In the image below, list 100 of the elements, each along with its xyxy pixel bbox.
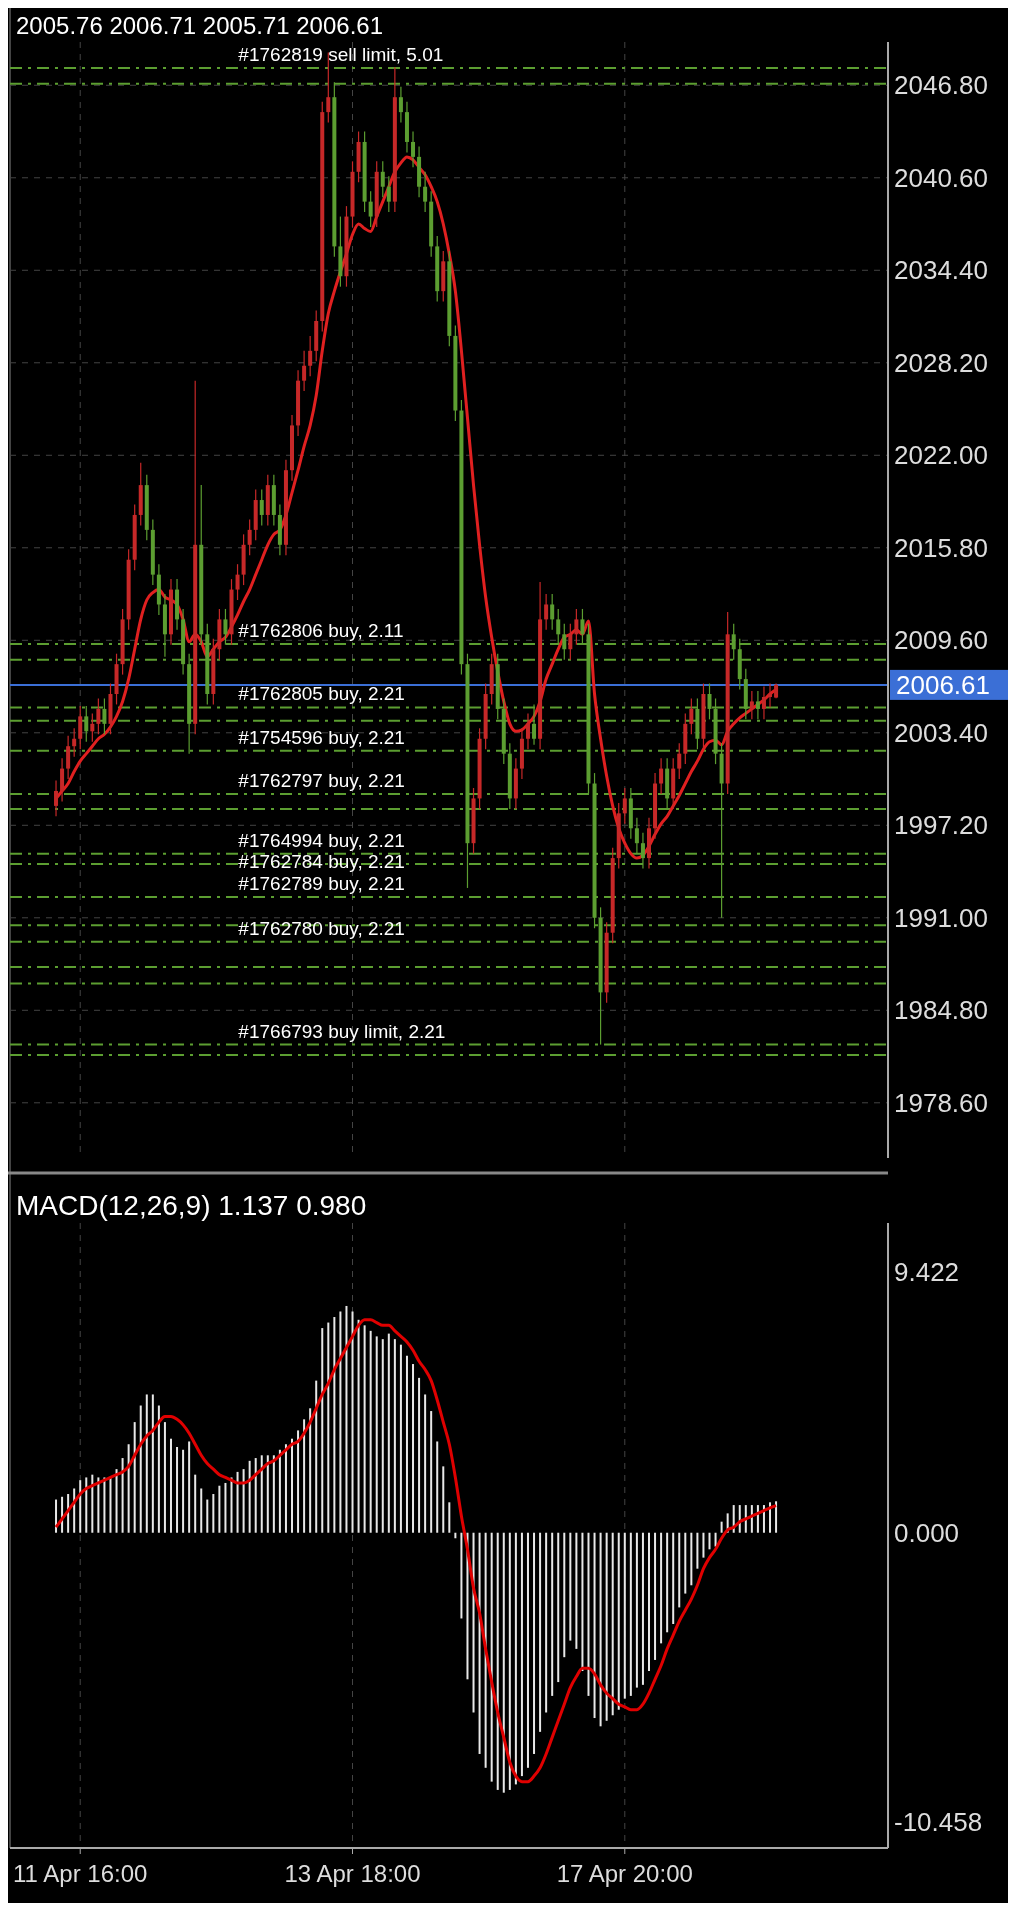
bar — [248, 1460, 251, 1533]
y-tick-label: -10.458 — [894, 1806, 983, 1837]
y-tick-label: 1984.80 — [894, 995, 988, 1026]
bar — [436, 1441, 439, 1533]
line-series — [54, 1318, 778, 1784]
bar — [702, 1532, 705, 1558]
chart-title: 2005.76 2006.71 2005.71 2006.61 — [16, 12, 384, 39]
bar — [478, 1532, 481, 1754]
candlestick — [326, 51, 331, 124]
ref-line-label: #1764994 buy, 2.21 — [238, 829, 405, 851]
bar — [490, 1532, 493, 1782]
y-tick-label: 2009.60 — [894, 625, 988, 656]
candlestick — [66, 735, 71, 780]
bar — [454, 1532, 457, 1539]
candlestick — [768, 682, 773, 709]
candlestick — [54, 779, 59, 817]
x-tick-label: 17 Apr 20:00 — [556, 1860, 693, 1887]
bar — [551, 1532, 554, 1696]
bar — [127, 1444, 130, 1533]
bar — [297, 1430, 300, 1533]
bar — [496, 1532, 499, 1790]
bar — [91, 1474, 94, 1533]
bar — [272, 1455, 275, 1533]
bar — [678, 1532, 681, 1608]
bar — [575, 1532, 578, 1649]
candlestick — [235, 563, 240, 601]
bar — [520, 1532, 523, 1777]
bar — [212, 1494, 215, 1533]
bar — [206, 1499, 209, 1533]
bar — [405, 1355, 408, 1533]
bar — [315, 1380, 318, 1533]
bar — [278, 1449, 281, 1533]
bar — [412, 1364, 415, 1533]
bar — [557, 1532, 560, 1683]
bar — [581, 1532, 584, 1671]
ref-line-label: #1762806 buy, 2.11 — [238, 620, 404, 642]
bar — [109, 1477, 112, 1533]
bar — [176, 1447, 179, 1533]
bar — [375, 1336, 378, 1533]
bar — [684, 1532, 687, 1594]
bar — [514, 1532, 517, 1785]
bar — [720, 1521, 723, 1533]
bar — [533, 1532, 536, 1754]
bar — [369, 1330, 372, 1533]
bar — [545, 1532, 548, 1713]
x-tick-label: 11 Apr 16:00 — [13, 1860, 148, 1887]
ref-line-label: 2006.61 — [896, 669, 990, 700]
bar — [635, 1532, 638, 1688]
candlestick — [398, 86, 403, 124]
bar — [381, 1339, 384, 1533]
candlestick — [368, 190, 373, 228]
y-tick-label: 1991.00 — [894, 902, 988, 933]
bar — [654, 1532, 657, 1660]
bar — [169, 1438, 172, 1533]
y-tick-label: 0.000 — [894, 1517, 960, 1548]
bar — [188, 1441, 191, 1533]
candlestick — [544, 593, 549, 631]
candlestick — [622, 787, 627, 825]
bar — [157, 1405, 160, 1533]
candlestick — [259, 488, 264, 526]
bar — [472, 1532, 475, 1713]
bar — [151, 1394, 154, 1533]
bar — [327, 1322, 330, 1533]
ref-line-label: #1762780 buy, 2.21 — [238, 917, 405, 939]
y-tick-label: 2034.40 — [894, 255, 988, 286]
bar — [587, 1532, 590, 1696]
bar — [163, 1422, 166, 1533]
bar — [260, 1455, 263, 1533]
bar — [418, 1377, 421, 1533]
bar — [387, 1333, 390, 1533]
bar — [442, 1466, 445, 1533]
candlestick — [659, 757, 664, 795]
bar — [97, 1477, 100, 1533]
bar — [55, 1499, 58, 1533]
bar — [351, 1311, 354, 1533]
y-tick-label: 2040.60 — [894, 162, 988, 193]
bar — [85, 1477, 88, 1533]
bar — [611, 1532, 614, 1716]
bar — [139, 1405, 142, 1533]
bar — [254, 1458, 257, 1533]
bar — [393, 1339, 396, 1533]
bar — [357, 1319, 360, 1533]
candlestick — [562, 623, 567, 661]
bar — [236, 1471, 239, 1533]
candlestick — [689, 697, 694, 735]
y-tick-label: 1978.60 — [894, 1087, 988, 1118]
ref-line-label: #1762805 buy, 2.21 — [238, 683, 405, 705]
bar — [623, 1532, 626, 1699]
candlestick — [761, 685, 766, 720]
candlestick — [308, 335, 313, 377]
bar — [460, 1532, 463, 1619]
bar — [569, 1532, 572, 1641]
candlestick — [380, 160, 385, 198]
bar — [660, 1532, 663, 1644]
candlestick — [568, 623, 573, 661]
ref-line-label: #1762797 buy, 2.21 — [238, 769, 405, 791]
ref-line-label: #1762789 buy, 2.21 — [238, 872, 405, 894]
x-tick-label: 13 Apr 18:00 — [284, 1860, 421, 1887]
bar — [242, 1469, 245, 1533]
bar — [194, 1474, 197, 1533]
